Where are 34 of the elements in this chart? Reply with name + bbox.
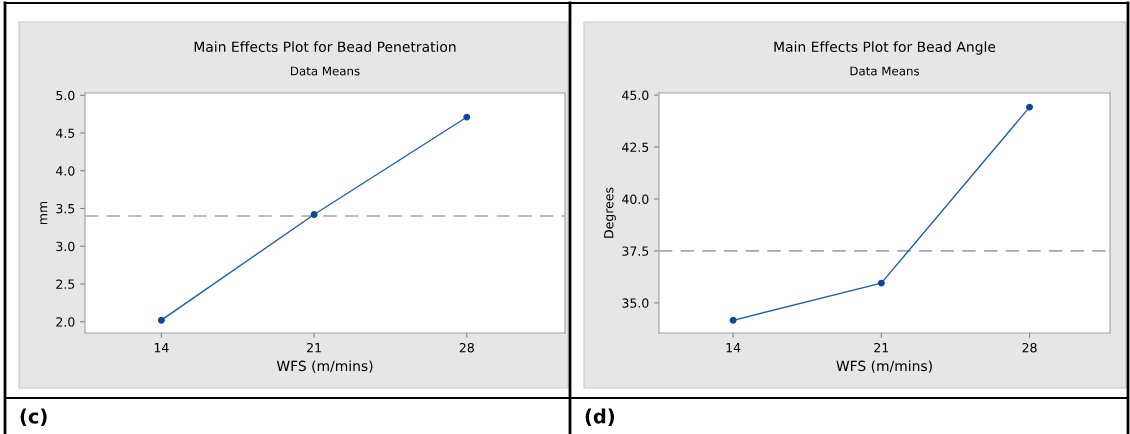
point bbox=[310, 211, 318, 218]
chart-subtitle: Data Means bbox=[291, 66, 360, 76]
text: (d) bbox=[585, 408, 615, 426]
chart-subtitle: Data Means bbox=[850, 66, 920, 76]
x-tick-label: 28 bbox=[1022, 342, 1037, 353]
point bbox=[877, 279, 885, 287]
y-tick-label: 42.5 bbox=[622, 142, 649, 152]
y-tick-label: 5.0 bbox=[56, 90, 75, 101]
point bbox=[729, 316, 737, 324]
chart-title: Main Effects Plot for Bead Penetration bbox=[194, 41, 456, 53]
y-tick-label: 2.5 bbox=[56, 279, 75, 289]
point bbox=[463, 113, 471, 121]
point bbox=[157, 316, 165, 324]
x-tick-label: 14 bbox=[726, 343, 741, 353]
x-tick-label: 21 bbox=[307, 342, 321, 353]
y-tick-label: 4.5 bbox=[56, 128, 75, 138]
x-axis-title: WFS (m/mins) bbox=[276, 360, 373, 373]
text: (c) bbox=[20, 408, 47, 426]
y-tick-label: 3.0 bbox=[56, 241, 75, 252]
x-tick-label: 14 bbox=[154, 343, 169, 353]
y-tick-label: 35.0 bbox=[622, 298, 649, 308]
y-tick-label: 40.0 bbox=[622, 194, 649, 204]
point bbox=[1026, 103, 1034, 111]
x-tick-label: 28 bbox=[459, 342, 474, 353]
chart-title: Main Effects Plot for Bead Angle bbox=[774, 41, 996, 55]
y-axis-title: Degrees bbox=[604, 187, 616, 238]
y-tick-label: 3.5 bbox=[56, 203, 75, 214]
y-tick-label: 2.0 bbox=[56, 317, 75, 327]
x-tick-label: 21 bbox=[874, 342, 889, 353]
y-tick-label: 4.0 bbox=[56, 166, 75, 176]
y-tick-label: 37.5 bbox=[622, 246, 649, 256]
y-axis-title: mm bbox=[40, 201, 48, 225]
y-tick-label: 45.0 bbox=[622, 90, 649, 100]
x-axis-title: WFS (m/mins) bbox=[836, 360, 932, 373]
